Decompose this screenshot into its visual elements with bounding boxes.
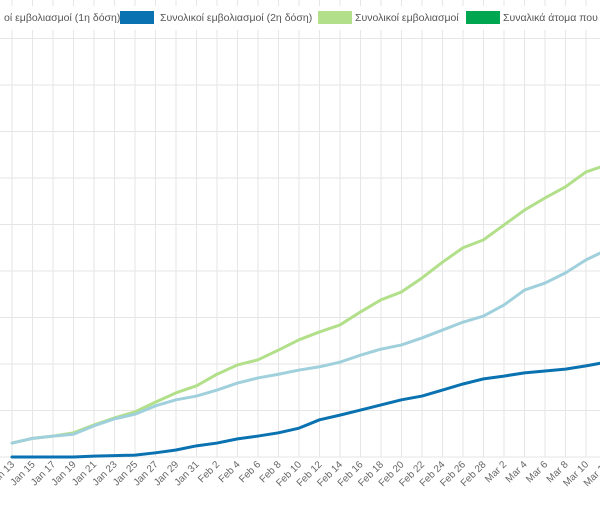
x-tick-label: Feb 4 [217,459,243,485]
x-tick-label: Mar 4 [504,459,530,485]
x-tick-label: Feb 6 [237,459,263,485]
legend-label: Συνολικοί εμβολιασμοί [355,12,459,24]
x-tick-label: Feb 2 [196,459,222,485]
series-line [10,361,600,459]
x-tick-label: Mar 2 [483,459,509,485]
series-line [10,165,600,445]
legend-swatch [120,11,154,24]
series-line [10,251,600,445]
legend-label: οί εμβολιασμοί (1η δόση) [4,12,120,24]
legend-label: Συνολικοί εμβολιασμοί (2η δόση) [160,12,312,24]
x-tick-label: Mar 6 [524,459,550,485]
legend-swatch [318,11,352,24]
legend-swatch [466,11,500,24]
legend-label: Συναλικά άτομα που έ [503,12,600,24]
